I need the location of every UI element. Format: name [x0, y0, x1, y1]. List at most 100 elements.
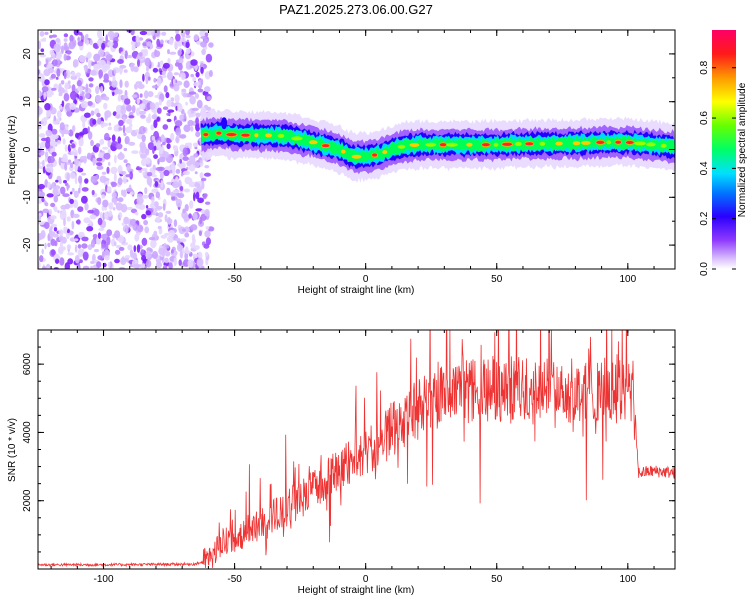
noise-blob: [64, 82, 70, 90]
colorbar-tick-label: 0.0: [699, 262, 710, 276]
noise-blob: [44, 179, 48, 188]
noise-blob: [156, 116, 161, 122]
noise-blob: [44, 157, 48, 163]
noise-blob: [43, 221, 50, 230]
noise-blob: [93, 53, 101, 62]
noise-blob: [104, 132, 110, 141]
x-tick-label: -100: [94, 274, 114, 285]
noise-blob: [89, 69, 97, 76]
noise-blob: [113, 199, 118, 206]
noise-blob: [63, 71, 67, 80]
noise-blob: [193, 187, 197, 194]
signal-peak: [481, 142, 491, 148]
noise-blob: [126, 30, 132, 33]
signal-peak: [202, 132, 210, 138]
noise-blob: [114, 154, 117, 164]
noise-blob: [205, 226, 210, 230]
noise-blob: [162, 264, 168, 269]
signal-peak: [514, 141, 522, 146]
noise-blob: [104, 211, 109, 220]
noise-blob: [151, 199, 155, 206]
signal-peak: [308, 140, 318, 145]
noise-blob: [59, 122, 65, 131]
noise-blob: [73, 238, 79, 242]
noise-blob: [146, 247, 152, 252]
noise-blob: [107, 139, 111, 148]
noise-blob: [146, 65, 149, 72]
noise-blob: [108, 202, 114, 210]
noise-blob: [134, 83, 138, 90]
noise-blob: [160, 39, 164, 45]
noise-blob: [69, 198, 74, 205]
noise-blob: [145, 30, 153, 36]
noise-blob: [45, 140, 51, 150]
noise-blob: [163, 169, 170, 177]
noise-blob: [164, 251, 171, 257]
noise-blob: [145, 250, 152, 259]
noise-blob: [175, 127, 182, 136]
noise-blob: [161, 31, 167, 36]
noise-blob: [82, 127, 89, 135]
noise-blob: [113, 32, 119, 38]
noise-blob: [84, 112, 91, 118]
noise-blob: [111, 181, 117, 187]
signal-peak: [291, 136, 303, 141]
noise-blob: [194, 171, 198, 175]
noise-blob: [150, 124, 155, 131]
noise-blob: [51, 182, 55, 189]
noise-blob: [135, 167, 143, 171]
noise-blob: [192, 142, 199, 148]
noise-blob: [86, 73, 90, 78]
noise-blob: [187, 119, 194, 127]
noise-blob: [197, 88, 203, 93]
noise-blob: [146, 41, 152, 47]
noise-blob: [110, 32, 114, 38]
noise-blob: [92, 118, 97, 125]
noise-blob: [166, 187, 171, 196]
y-tick-label: 2000: [22, 489, 33, 512]
colorbar-label: Normalized spectral amplitude: [737, 82, 748, 217]
noise-blob: [154, 50, 161, 58]
noise-blob: [177, 49, 182, 56]
noise-blob: [141, 134, 146, 143]
noise-blob: [165, 210, 172, 214]
noise-blob: [53, 227, 58, 232]
noise-blob: [58, 104, 63, 110]
signal-peak: [371, 152, 378, 158]
noise-blob: [190, 59, 198, 66]
noise-blob: [182, 170, 190, 175]
noise-blob: [45, 263, 51, 269]
noise-blob: [64, 144, 68, 152]
noise-blob: [98, 69, 104, 78]
noise-blob: [201, 48, 206, 56]
noise-blob: [42, 208, 49, 214]
noise-blob: [179, 159, 182, 164]
noise-blob: [162, 141, 166, 146]
noise-blob: [153, 154, 159, 160]
noise-blob: [138, 52, 143, 57]
noise-blob: [61, 209, 67, 217]
noise-blob: [77, 146, 82, 155]
noise-blob: [89, 214, 97, 220]
noise-blob: [39, 54, 46, 58]
signal-peak: [254, 133, 259, 138]
noise-blob: [77, 244, 82, 249]
noise-blob: [172, 189, 180, 194]
noise-blob: [156, 205, 163, 210]
noise-blob: [117, 214, 121, 220]
noise-blob: [128, 141, 136, 146]
noise-blob: [117, 152, 125, 160]
noise-blob: [44, 202, 49, 207]
noise-blob: [102, 146, 109, 150]
noise-blob: [114, 249, 121, 255]
noise-blob: [50, 202, 56, 208]
noise-blob: [57, 210, 60, 214]
noise-blob: [84, 34, 87, 44]
noise-blob: [97, 217, 103, 226]
noise-blob: [178, 57, 184, 65]
noise-blob: [206, 96, 212, 101]
noise-blob: [64, 262, 70, 269]
noise-blob: [193, 81, 200, 87]
noise-blob: [47, 156, 55, 164]
noise-blob: [201, 177, 207, 182]
